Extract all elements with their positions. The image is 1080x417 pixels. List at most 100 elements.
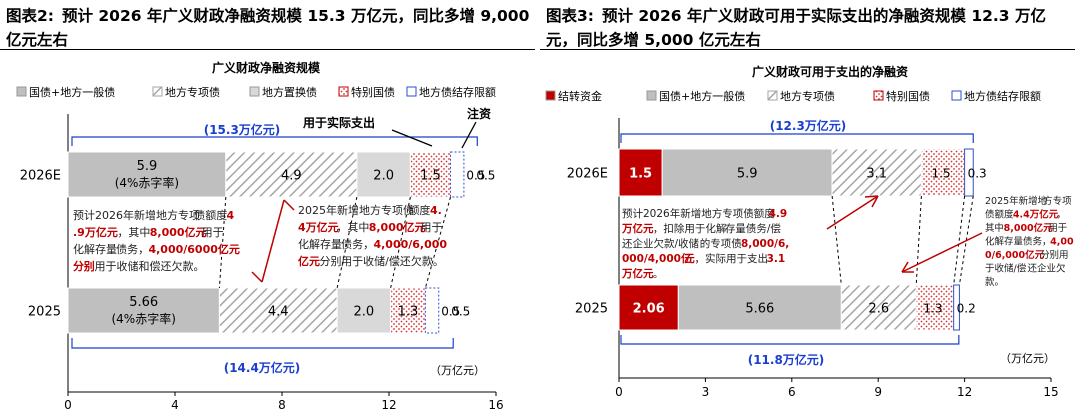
annotation-text: 000/4,000亿 xyxy=(622,252,692,265)
legend-swatch xyxy=(338,86,349,97)
data-label: 2.0 xyxy=(354,305,375,320)
data-label: 0.5 xyxy=(466,169,485,183)
data-label: 0.5 xyxy=(441,305,460,319)
legend-label: 地方专项债 xyxy=(165,85,220,99)
annotation-text: 亿元 xyxy=(298,254,320,268)
legend-swatch xyxy=(646,90,657,101)
total-label: (11.8万亿元) xyxy=(748,352,825,367)
x-tick-label: 0 xyxy=(64,398,72,412)
annotation-text: 8,000/6, xyxy=(741,238,789,250)
annotation-arrow-head xyxy=(283,199,295,211)
annotation-text: 别用 xyxy=(1050,250,1069,261)
category-label: 2025 xyxy=(575,302,608,317)
data-label: 1.5 xyxy=(931,167,950,181)
annotation-text: 还企业欠款/收储 xyxy=(622,237,700,250)
figure-title-text: 预计 2026 年广义财政可用于实际支出的净融资规模 12.3 万亿元，同比多增… xyxy=(546,7,1046,49)
legend-label: 地方置换债 xyxy=(262,85,317,99)
bar-segment xyxy=(618,148,663,197)
figure-tag: 图表3: xyxy=(546,7,594,25)
connector-line xyxy=(831,195,842,286)
annotation-arrow xyxy=(826,195,879,230)
annotation-text: 用于收储和偿还欠款。 xyxy=(95,259,205,273)
data-label: 1.3 xyxy=(923,302,942,316)
total-brace xyxy=(71,136,478,146)
callout-arrow xyxy=(461,121,477,149)
annotation-text: 债额度 xyxy=(194,208,227,222)
x-tick-label: 0 xyxy=(615,385,623,399)
bar-segment xyxy=(915,284,955,331)
callout-text: 用于实际支出 xyxy=(302,115,375,130)
chart-panel-left: 图表2: 预计 2026 年广义财政净融资规模 15.3 万亿元，同比多增 9,0… xyxy=(0,7,535,412)
legend-label: 特别国债 xyxy=(886,89,930,103)
total-brace xyxy=(620,133,974,143)
annotation-text: 用 xyxy=(1048,223,1058,234)
total-brace xyxy=(71,338,454,349)
x-tick-label: 9 xyxy=(874,385,882,399)
data-label: 4.4 xyxy=(268,305,289,320)
total-brace xyxy=(620,335,960,345)
annotation-text: 分 xyxy=(73,259,84,273)
bar-segment xyxy=(920,148,966,197)
total-label: (12.3万亿元) xyxy=(770,118,847,133)
annotation-text: 3.1 xyxy=(767,253,786,265)
x-unit-label: （万亿元） xyxy=(430,364,485,377)
legend-swatch xyxy=(406,86,417,97)
annotation-text: 2025年新增地 xyxy=(985,195,1048,207)
annotation-text: 用于收储/偿还欠款。 xyxy=(341,254,444,268)
chart-title: 广义财政净融资规模 xyxy=(212,60,321,75)
annotation-text: 债额度 xyxy=(985,209,1014,221)
annotation-text: 还企业欠 xyxy=(1027,263,1066,275)
legend-label: 国债+地方一般债 xyxy=(659,89,745,103)
chart-panel-right: 图表3: 预计 2026 年广义财政可用于实际支出的净融资规模 12.3 万亿元，… xyxy=(540,0,1080,417)
legend-label: 特别国债 xyxy=(351,85,395,99)
category-label: 2026E xyxy=(20,169,61,184)
title-rule xyxy=(540,49,1075,50)
x-unit-label: （万亿元） xyxy=(1000,352,1055,365)
annotation-text: 化解存量 xyxy=(298,237,342,251)
bar-segment xyxy=(450,151,465,198)
x-tick-label: 12 xyxy=(381,398,396,412)
bar-segment xyxy=(336,287,392,334)
annotation-text: 用于 xyxy=(421,221,443,234)
total-label: (15.3万亿元) xyxy=(204,122,281,137)
annotation-text: 其 xyxy=(985,223,995,234)
annotation-text: 于 xyxy=(1058,223,1068,234)
figure-tag: 图表2: xyxy=(6,7,54,25)
x-tick-label: 15 xyxy=(1043,385,1058,399)
figure-title-text: 预计 2026 年广义财政净融资规模 15.3 万亿元，同比多增 9,000 亿… xyxy=(6,7,530,49)
annotation-text: 预计2026年新增地方专项 xyxy=(73,208,200,222)
data-label: (4%赤字率) xyxy=(111,311,175,326)
title-rule xyxy=(0,49,535,50)
annotation-text: ，实际用于支出 xyxy=(695,252,769,265)
data-label: 0.2 xyxy=(957,302,976,316)
legend-swatch xyxy=(249,86,260,97)
annotation-text: ，其中 xyxy=(336,221,369,234)
annotation-text: 元 xyxy=(684,253,695,265)
data-label: 2.6 xyxy=(868,302,889,317)
annotation-arrow-head xyxy=(871,195,879,208)
bar-segment xyxy=(424,287,440,334)
data-label: 5.66 xyxy=(129,295,158,310)
annotation-text: 债务， xyxy=(116,242,149,256)
legend-swatch xyxy=(152,86,163,97)
legend-swatch xyxy=(767,90,778,101)
legend-label: 地方专项债 xyxy=(780,89,835,103)
connector-line xyxy=(915,195,922,286)
annotation-text: 4,000/6,000 xyxy=(373,238,447,251)
data-label: 5.66 xyxy=(745,302,774,317)
data-label: 5.9 xyxy=(137,159,158,174)
connector-line xyxy=(953,195,966,286)
annotation-text: 于收储/偿 xyxy=(985,263,1027,275)
data-label: 3.1 xyxy=(866,167,887,182)
legend-swatch xyxy=(951,90,962,101)
callout-arrow xyxy=(391,129,433,147)
data-label: 1.5 xyxy=(629,167,652,182)
data-label: 5.9 xyxy=(737,167,758,182)
annotation-text: 方专项 xyxy=(1043,195,1072,207)
annotation-text: 化解存量 xyxy=(73,242,117,256)
annotation-text: 。 xyxy=(653,268,664,280)
annotation-text: 8,000亿元 xyxy=(1004,222,1054,234)
annotation-text: 4.4万亿元 xyxy=(1013,209,1059,221)
legend-label: 地方债结存限额 xyxy=(964,89,1041,103)
